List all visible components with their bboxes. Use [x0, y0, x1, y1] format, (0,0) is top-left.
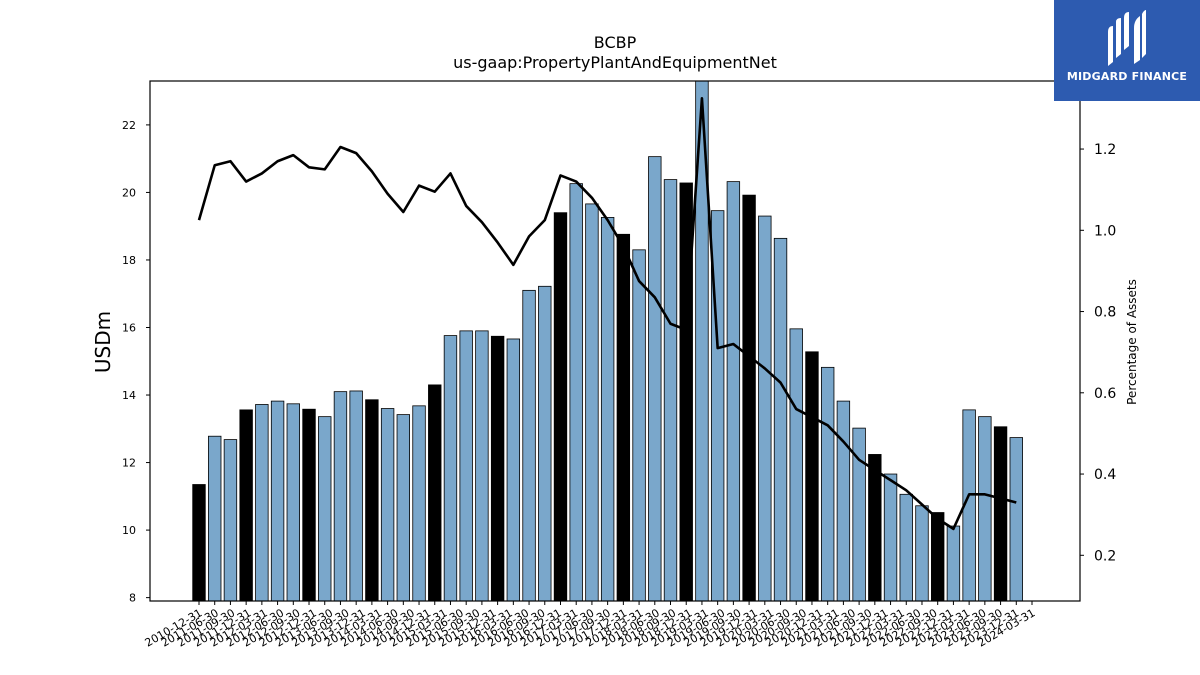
bar-2019-09-30: [742, 194, 756, 602]
bar-2011-12-31: [255, 404, 269, 602]
y-tick-label: 8: [129, 592, 136, 605]
bar-2018-09-30: [679, 182, 693, 602]
bar-2022-03-31: [899, 493, 913, 602]
bar-2023-06-30: [978, 416, 992, 602]
y2-tick-label: 0.4: [1094, 467, 1116, 483]
bar-2013-12-31: [380, 408, 395, 602]
bar-series: [192, 80, 1023, 602]
bar-2014-09-30: [428, 384, 442, 602]
bar-2016-09-30: [553, 212, 568, 602]
bar-2012-12-31: [318, 416, 332, 602]
plot-frame: [149, 80, 1081, 602]
bar-2020-03-31: [773, 237, 788, 602]
bar-2016-06-30: [538, 285, 552, 602]
bar-2019-06-30: [726, 181, 741, 602]
y2-tick-label: 1.2: [1094, 142, 1116, 158]
bar-2017-09-30: [616, 233, 631, 602]
brand-logo: MIDGARD FINANCE: [1054, 0, 1200, 101]
bar-2022-09-30: [931, 512, 945, 602]
bar-2019-12-31: [758, 215, 772, 602]
axes: 8101214161820220.20.40.60.81.01.22010-12…: [122, 80, 1116, 650]
bar-2018-03-31: [648, 156, 662, 602]
bar-2021-09-30: [868, 454, 882, 602]
bar-2013-03-31: [333, 391, 348, 602]
percentage-line: [197, 96, 1017, 531]
bar-2020-12-31: [820, 366, 835, 602]
bar-2014-06-30: [412, 405, 426, 602]
bar-2021-03-31: [836, 400, 851, 602]
y-tick-label: 18: [122, 254, 136, 267]
bar-2013-09-30: [365, 399, 379, 602]
bar-2017-06-30: [600, 217, 615, 602]
bar-2022-12-31: [946, 525, 961, 602]
bar-2012-03-31: [270, 400, 285, 602]
line-series: [197, 96, 1017, 531]
chart-subtitle: us-gaap:PropertyPlantAndEquipmentNet: [453, 53, 777, 72]
bar-2023-12-31: [1009, 437, 1023, 602]
y2-tick-label: 0.2: [1094, 548, 1116, 564]
y-tick-label: 16: [122, 321, 136, 334]
y-tick-label: 14: [122, 389, 136, 402]
bar-2011-03-31: [208, 435, 222, 602]
y2-tick-label: 0.6: [1094, 386, 1116, 402]
bar-2023-09-30: [993, 426, 1008, 602]
bar-2020-06-30: [789, 328, 803, 602]
bar-2011-06-30: [223, 439, 238, 602]
bar-2022-06-30: [915, 505, 929, 602]
bar-2013-06-30: [349, 390, 363, 602]
midgard-logo-icon: [1108, 10, 1146, 66]
y2-axis-label: Percentage of Assets: [1125, 279, 1139, 405]
bar-2016-03-31: [522, 289, 536, 602]
bar-2014-12-31: [443, 335, 458, 602]
bar-2012-06-30: [286, 403, 300, 602]
bar-2011-09-30: [239, 409, 253, 602]
y-tick-label: 10: [122, 524, 136, 537]
bar-2018-06-30: [663, 179, 678, 602]
bar-2015-09-30: [490, 335, 505, 602]
bar-2015-06-30: [475, 330, 489, 602]
bar-2015-03-31: [459, 330, 473, 602]
bar-2017-03-31: [585, 203, 599, 602]
y2-tick-label: 0.8: [1094, 305, 1116, 321]
y-tick-label: 12: [122, 457, 136, 470]
bar-2014-03-31: [396, 414, 410, 602]
bar-2020-09-30: [805, 351, 819, 602]
y-axis-label: USDm: [91, 311, 115, 373]
y-tick-label: 20: [122, 186, 136, 199]
brand-name: MIDGARD FINANCE: [1066, 70, 1188, 83]
bar-2012-09-30: [302, 408, 316, 602]
y2-tick-label: 1.0: [1094, 223, 1116, 239]
bar-2016-12-31: [569, 183, 583, 602]
chart-title: BCBP: [594, 33, 637, 52]
bar-2010-12-31: [192, 484, 206, 602]
bar-2017-12-31: [632, 249, 646, 602]
bar-2015-12-31: [506, 338, 521, 602]
y-tick-label: 22: [122, 119, 136, 132]
bar-2021-12-31: [883, 473, 898, 602]
